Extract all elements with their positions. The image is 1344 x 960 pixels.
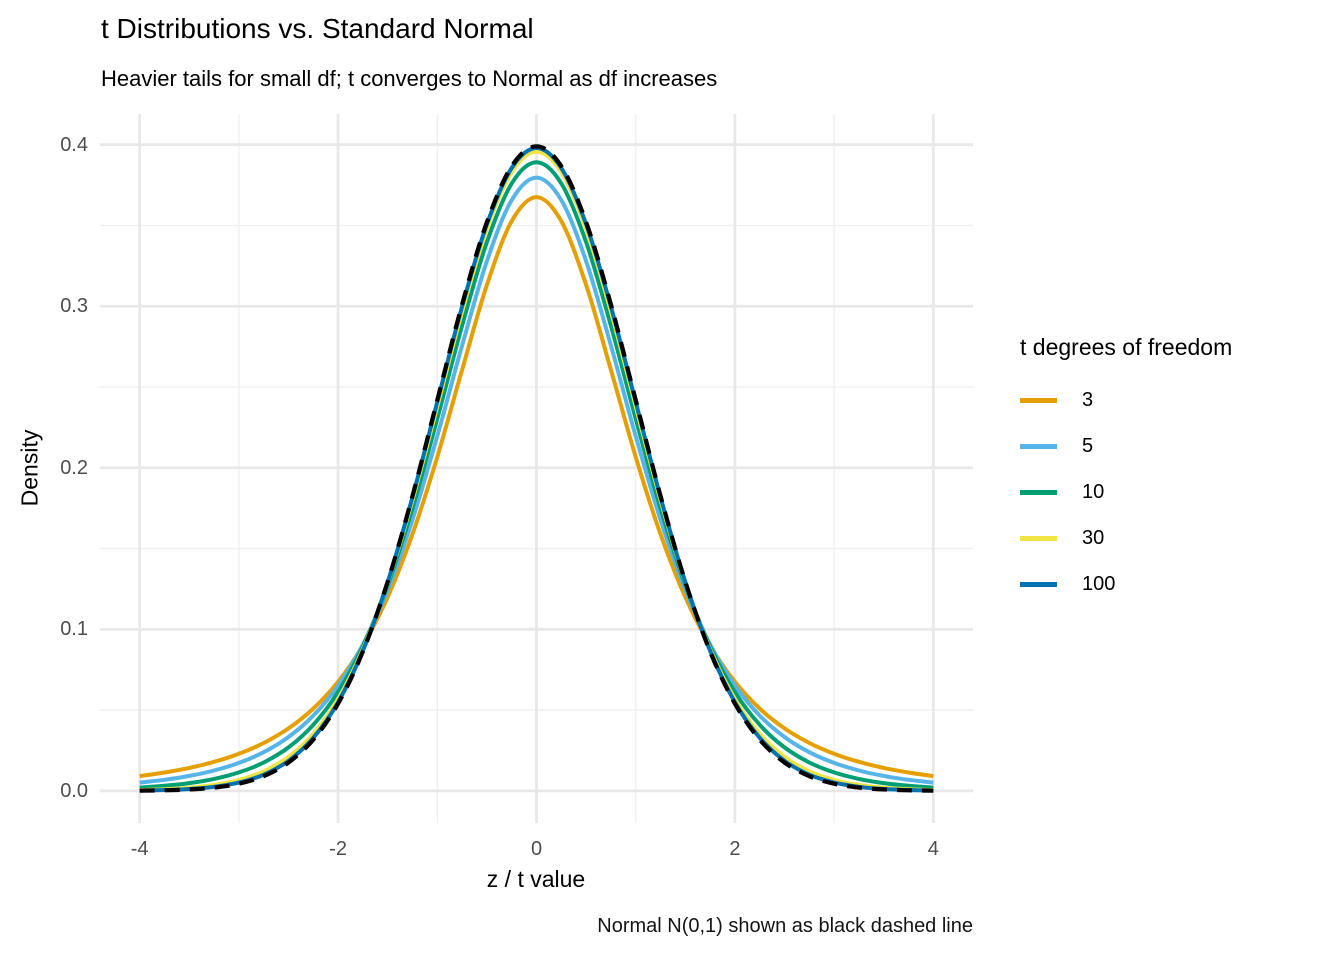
plot-panel [100, 114, 973, 823]
x-tick-label: 2 [729, 838, 741, 860]
y-tick-label: 0.4 [60, 133, 88, 156]
legend-item-label: 30 [1082, 526, 1105, 549]
x-tick-label: 0 [530, 838, 543, 860]
legend: t degrees of freedom 3 5 10 30 100 [1020, 334, 1232, 607]
series-line-df-10 [139, 160, 934, 790]
legend-item: 5 [1020, 423, 1232, 469]
legend-item: 3 [1020, 377, 1232, 423]
caption: Normal N(0,1) shown as black dashed line [597, 915, 973, 937]
series-line-df-30 [139, 149, 934, 792]
x-tick-label: -2 [329, 838, 347, 860]
chart-subtitle: Heavier tails for small df; t converges … [101, 66, 718, 91]
legend-title: t degrees of freedom [1020, 334, 1233, 360]
y-tick-label: 0.1 [60, 618, 88, 641]
series-line-df-normal-n-0-1- [139, 144, 934, 793]
x-tick-label: -4 [130, 838, 149, 860]
x-tick-label: 4 [927, 838, 939, 860]
legend-item-label: 3 [1082, 388, 1094, 411]
y-tick-label: 0.0 [60, 779, 88, 802]
series-line-df-3 [139, 195, 934, 779]
legend-item-label: 5 [1082, 434, 1094, 457]
chart-title: t Distributions vs. Standard Normal [101, 13, 534, 44]
legend-item: 10 [1020, 469, 1232, 515]
legend-key-line [1020, 581, 1057, 587]
legend-key-line [1020, 489, 1057, 495]
legend-key-line [1020, 443, 1057, 449]
legend-item-label: 10 [1082, 480, 1105, 503]
legend-item: 30 [1020, 515, 1232, 561]
legend-item-label: 100 [1082, 572, 1116, 595]
x-axis-title: z / t value [486, 866, 586, 892]
legend-key-line [1020, 397, 1057, 403]
legend-item: 100 [1020, 561, 1232, 607]
legend-items: 3 5 10 30 100 [1020, 377, 1232, 607]
legend-key-line [1020, 535, 1057, 541]
y-tick-label: 0.3 [60, 295, 88, 318]
y-tick-label: 0.2 [60, 456, 88, 479]
series-line-df-5 [139, 175, 934, 785]
